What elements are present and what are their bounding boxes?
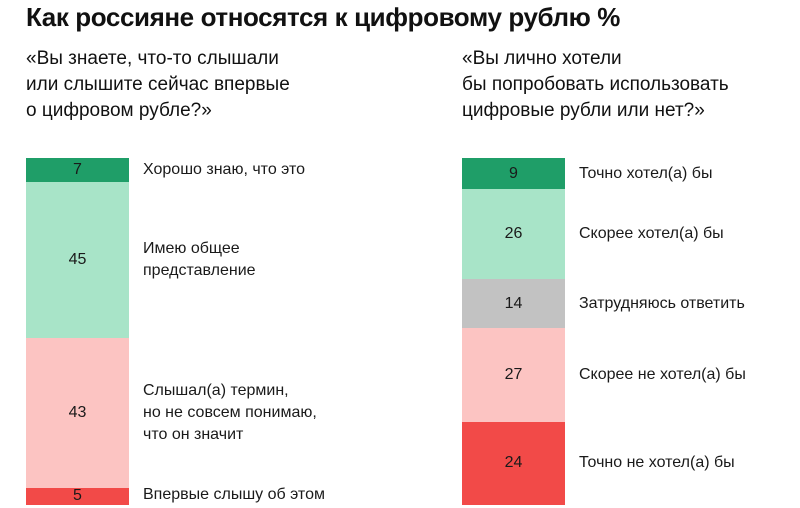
segment-label: Хорошо знаю, что это <box>143 161 306 179</box>
segment-label: Точно хотел(а) бы <box>579 164 713 182</box>
bar-segment: 26 <box>462 189 565 280</box>
segment-label: Скорее не хотел(а) бы <box>579 365 746 383</box>
bar-segment: 5 <box>26 487 129 505</box>
segment-label: Затрудняюсь ответить <box>579 294 745 312</box>
bar-segment: 43 <box>26 338 129 488</box>
question-willingness: «Вы лично хотели бы попробовать использо… <box>462 48 729 121</box>
segment-label: Точно не хотел(а) бы <box>579 454 735 472</box>
bar-segment: 9 <box>462 158 565 190</box>
bar-segment: 24 <box>462 421 565 505</box>
bar-segment: 14 <box>462 279 565 329</box>
segment-label: Скорее хотел(а) бы <box>579 225 724 243</box>
chart-title: Как россияне относятся к цифровому рублю… <box>26 2 620 32</box>
bar-segment: 7 <box>26 158 129 183</box>
segment-label: Слышал(а) термин, но не совсем понимаю, … <box>143 382 317 444</box>
bar-segment: 45 <box>26 182 129 339</box>
bar-segment: 27 <box>462 328 565 422</box>
segment-label: Впервые слышу об этом <box>143 486 325 503</box>
question-awareness: «Вы знаете, что-то слышали или слышите с… <box>26 48 290 121</box>
segment-label: Имею общее представление <box>143 240 256 280</box>
